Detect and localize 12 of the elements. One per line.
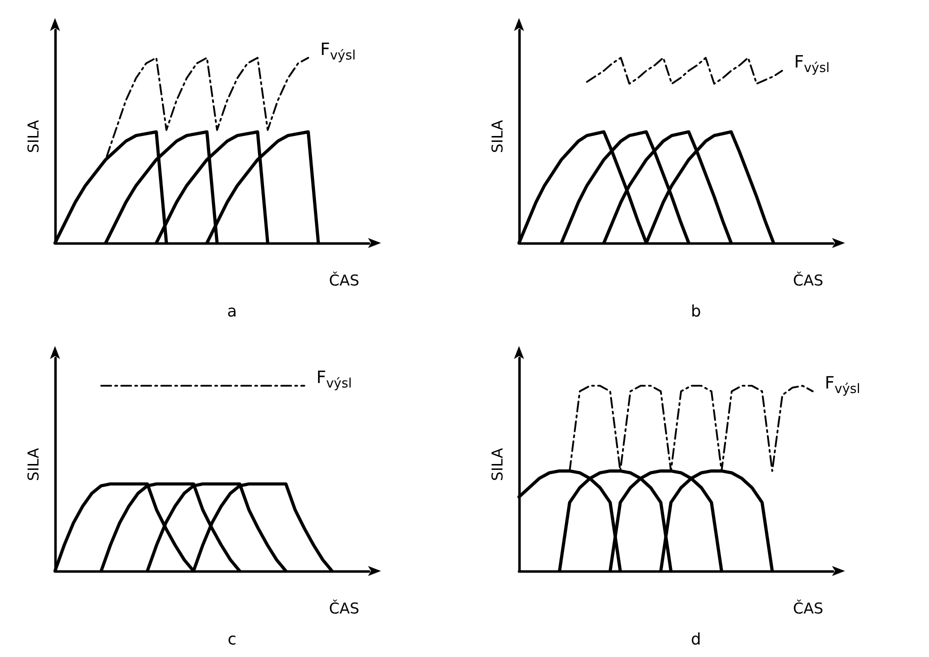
- text: c: [228, 630, 236, 648]
- y-axis-title: SILA: [488, 119, 506, 153]
- x-axis-title: ČAS: [329, 600, 360, 618]
- y-axis-title: SILA: [24, 447, 42, 481]
- text: b: [690, 302, 702, 320]
- x-axis-title: ČAS: [329, 272, 360, 290]
- x-axis-title: ČAS: [793, 272, 824, 290]
- y-axis-title: SILA: [24, 119, 42, 153]
- text: d: [690, 630, 702, 648]
- y-axis-title: SILA: [488, 447, 506, 481]
- text: a: [227, 302, 237, 320]
- x-axis-title: ČAS: [793, 600, 824, 618]
